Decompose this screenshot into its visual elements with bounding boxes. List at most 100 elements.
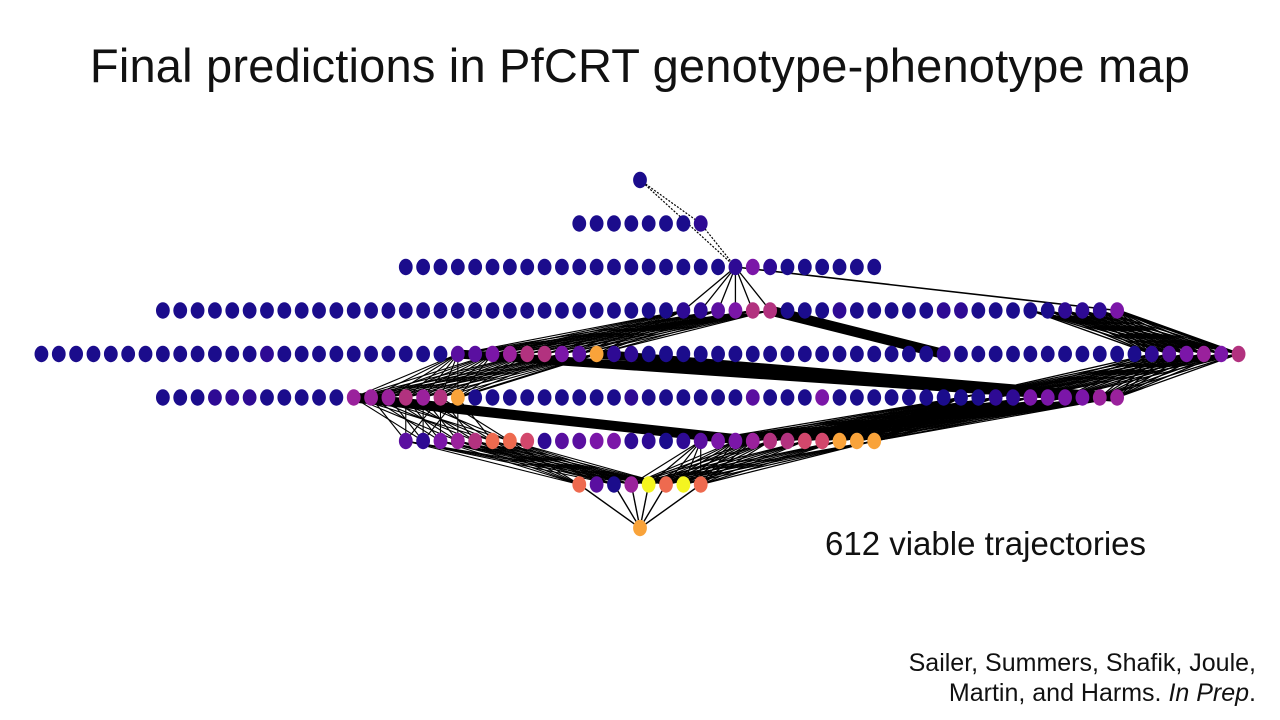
trajectory-edge: [613, 484, 641, 529]
genotype-node: [867, 389, 882, 406]
genotype-node: [763, 389, 778, 406]
genotype-node: [555, 258, 569, 276]
trajectory-edge: [682, 266, 736, 311]
trajectory-edge: [631, 440, 771, 486]
genotype-node: [1040, 389, 1055, 406]
genotype-node: [69, 345, 84, 363]
genotype-node: [520, 432, 535, 450]
genotype-node: [849, 432, 864, 450]
genotype-node: [641, 302, 656, 319]
genotype-node: [641, 389, 656, 406]
genotype-node: [1058, 302, 1072, 319]
genotype-node: [537, 432, 552, 450]
genotype-node: [659, 389, 673, 406]
genotype-node: [381, 345, 396, 363]
genotype-node: [728, 302, 743, 319]
genotype-node: [555, 345, 569, 363]
genotype-node: [502, 258, 517, 276]
genotype-node: [797, 258, 812, 276]
trajectory-edge: [1116, 310, 1153, 355]
trajectory-edge: [1116, 309, 1187, 355]
genotype-node: [589, 215, 604, 232]
genotype-node: [641, 258, 656, 276]
genotype-node: [867, 302, 882, 319]
genotype-node: [260, 302, 274, 319]
genotype-node: [138, 345, 153, 363]
genotype-node: [832, 432, 847, 450]
genotype-node: [502, 389, 517, 406]
genotype-nodes: [34, 171, 1246, 537]
genotype-node: [659, 432, 673, 450]
genotype-node: [607, 389, 621, 406]
genotype-node: [173, 389, 188, 406]
genotype-node: [398, 389, 413, 406]
citation-status: In Prep: [1168, 679, 1250, 707]
genotype-node: [1110, 389, 1125, 406]
genotype-node: [485, 432, 500, 450]
genotype-node: [1144, 345, 1159, 363]
genotype-node: [971, 302, 986, 319]
genotype-node: [1127, 345, 1142, 363]
trajectory-edge: [509, 440, 667, 486]
genotype-node: [225, 345, 240, 363]
genotype-node: [589, 258, 604, 276]
genotype-node: [190, 345, 205, 363]
genotype-node: [242, 345, 257, 363]
genotype-node: [936, 389, 951, 406]
citation-authors-2: Martin, and Harms.: [948, 679, 1162, 707]
genotype-node: [572, 432, 587, 450]
genotype-node: [433, 389, 448, 406]
genotype-node: [815, 389, 830, 406]
genotype-node: [381, 302, 396, 319]
genotype-node: [190, 389, 205, 406]
genotype-node: [155, 389, 170, 406]
trajectory-edge: [639, 483, 702, 529]
genotype-node: [1196, 345, 1211, 363]
genotype-node: [711, 389, 725, 406]
genotype-node: [745, 258, 760, 276]
genotype-node: [780, 432, 795, 450]
genotype-node: [433, 345, 448, 363]
genotype-node: [364, 389, 378, 406]
genotype-node: [1023, 345, 1038, 363]
genotype-node: [676, 215, 691, 232]
genotype-node: [633, 171, 647, 189]
trajectory-edge: [768, 305, 945, 359]
genotype-node: [1092, 302, 1107, 319]
genotype-node: [1058, 389, 1072, 406]
genotype-node: [555, 389, 569, 406]
genotype-node: [607, 432, 621, 450]
genotype-node: [51, 345, 66, 363]
genotype-node: [416, 345, 431, 363]
genotype-node: [450, 432, 465, 450]
genotype-node: [433, 432, 448, 450]
genotype-node: [121, 345, 136, 363]
genotype-node: [936, 345, 951, 363]
genotype-node: [745, 302, 760, 319]
genotype-node: [277, 389, 292, 406]
trajectory-edge: [700, 440, 875, 486]
genotype-node: [1023, 389, 1038, 406]
genotype-node: [173, 302, 188, 319]
genotype-node: [555, 302, 569, 319]
genotype-node: [659, 476, 673, 493]
genotype-node: [641, 345, 656, 363]
genotype-node: [502, 345, 517, 363]
genotype-node: [520, 345, 535, 363]
genotype-node: [1006, 345, 1020, 363]
genotype-node: [728, 258, 743, 276]
genotype-node: [589, 476, 604, 493]
genotype-node: [728, 345, 743, 363]
genotype-node: [780, 345, 795, 363]
genotype-node: [86, 345, 101, 363]
genotype-node: [208, 302, 222, 319]
genotype-node: [502, 432, 517, 450]
genotype-node: [797, 345, 812, 363]
genotype-node: [260, 345, 274, 363]
genotype-node: [1040, 302, 1055, 319]
genotype-node: [329, 345, 344, 363]
genotype-node: [572, 302, 587, 319]
genotype-node: [849, 389, 864, 406]
genotype-node: [624, 432, 639, 450]
genotype-node: [780, 258, 795, 276]
